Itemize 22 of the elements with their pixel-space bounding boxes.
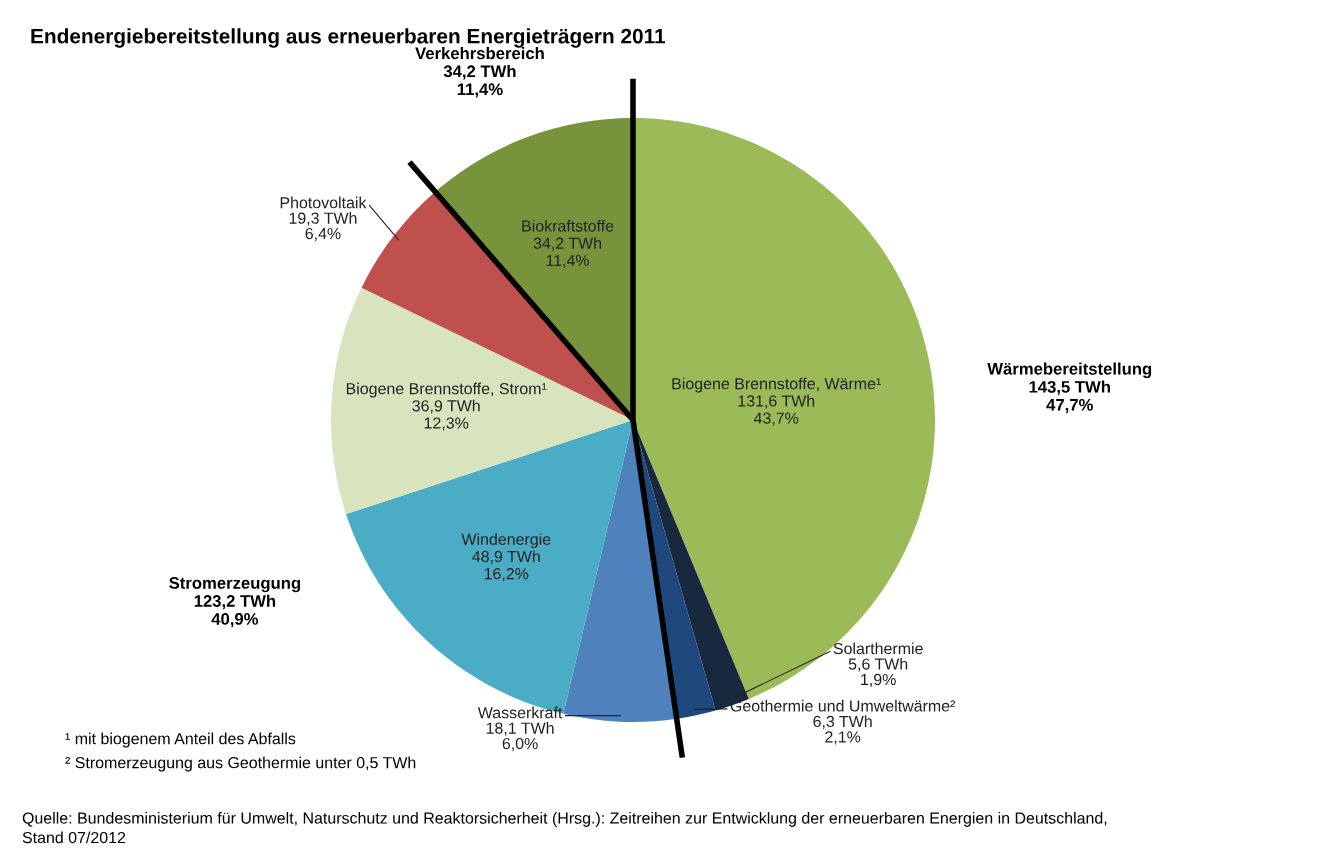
- data-label: 6,3 TWh 2,1%: [813, 715, 872, 745]
- text: ² Stromerzeugung aus Geothermie unter 0,5 TWh: [65, 756, 416, 772]
- slice-label: Photovoltaik: [280, 196, 367, 209]
- text: Wärmebereitstellung 143,5 TWh 47,7%: [987, 362, 1152, 414]
- slice-label: Biokraftstoffe: [522, 219, 614, 232]
- slice-label: Solarthermie: [833, 642, 923, 655]
- text: Stromerzeugung 123,2 TWh 40,9%: [169, 577, 300, 628]
- data-label: 131,6 TWh 43,7%: [738, 394, 815, 426]
- data-label: 19,3 TWh 6,4%: [289, 212, 357, 242]
- data-label: 18,1 TWh 6,0%: [486, 722, 554, 752]
- text: ¹ mit biogenem Anteil des Abfalls: [65, 732, 296, 748]
- data-label: 34,2 TWh 11,4%: [533, 237, 601, 268]
- slice-label: Biogene Brennstoffe, Strom¹: [346, 382, 547, 398]
- slice-label: Biogene Brennstoffe, Wärme¹: [672, 377, 881, 393]
- slice-label: Windenergie: [461, 533, 551, 549]
- source-note: Quelle: Bundesministerium für Umwelt, Naturschutz und Reaktorsicherheit (Hrsg.): Zeitreihen zur Entwicklung der erneuerbaren Energien in Deutschland, Stand 07/2012: [22, 812, 1107, 844]
- data-label: 48,9 TWh 16,2%: [472, 550, 540, 582]
- text: Verkehrsbereich 34,2 TWh 11,4%: [415, 46, 544, 98]
- chart-title: Endenergiebereitstellung aus erneuerbaren Energieträgern 2011: [31, 28, 666, 48]
- data-label: 36,9 TWh 12,3%: [412, 399, 480, 431]
- slice-label: Wasserkraft: [477, 706, 563, 719]
- data-label: 5,6 TWh 1,9%: [848, 657, 908, 688]
